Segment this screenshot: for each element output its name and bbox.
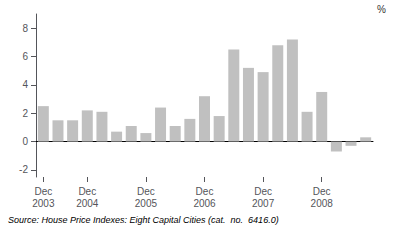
svg-text:Dec: Dec xyxy=(78,186,96,197)
svg-text:Dec: Dec xyxy=(137,186,155,197)
svg-text:%: % xyxy=(377,4,386,15)
svg-text:Source: House Price Indexes: E: Source: House Price Indexes: Eight Capit… xyxy=(8,215,279,225)
svg-text:2: 2 xyxy=(22,108,28,119)
svg-text:2007: 2007 xyxy=(252,198,275,209)
svg-text:0: 0 xyxy=(22,136,28,147)
svg-text:2005: 2005 xyxy=(135,198,158,209)
svg-text:2006: 2006 xyxy=(193,198,216,209)
svg-text:Dec: Dec xyxy=(254,186,272,197)
svg-text:-2: -2 xyxy=(19,164,28,175)
svg-text:Dec: Dec xyxy=(34,186,52,197)
svg-text:2004: 2004 xyxy=(76,198,99,209)
svg-text:Dec: Dec xyxy=(313,186,331,197)
svg-text:Dec: Dec xyxy=(196,186,214,197)
svg-text:8: 8 xyxy=(22,23,28,34)
svg-text:4: 4 xyxy=(22,79,28,90)
svg-text:2003: 2003 xyxy=(32,198,55,209)
svg-text:2008: 2008 xyxy=(311,198,334,209)
svg-text:6: 6 xyxy=(22,51,28,62)
